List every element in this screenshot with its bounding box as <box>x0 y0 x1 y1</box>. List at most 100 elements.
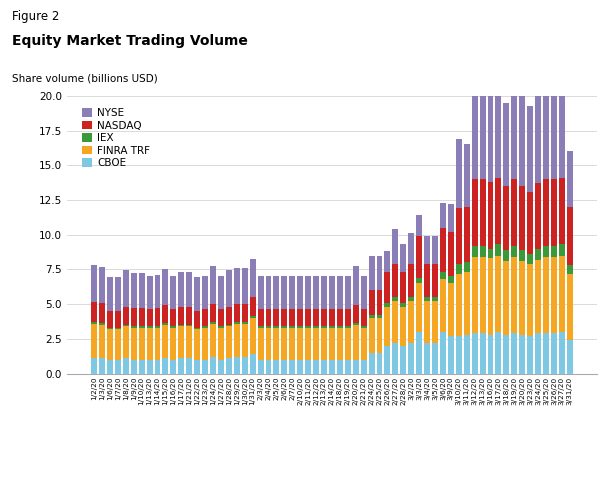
Bar <box>456 264 462 274</box>
Bar <box>463 335 470 374</box>
Bar <box>471 246 477 257</box>
Bar <box>384 251 390 272</box>
Bar <box>376 318 382 353</box>
Bar <box>186 272 192 307</box>
Bar <box>392 343 398 374</box>
Bar <box>392 229 398 264</box>
Bar <box>345 276 351 309</box>
Bar <box>408 301 414 343</box>
Bar <box>155 326 160 328</box>
Bar <box>519 96 525 186</box>
Bar <box>91 264 97 302</box>
Bar <box>512 179 517 246</box>
Bar <box>226 271 232 307</box>
Bar <box>432 264 438 297</box>
Bar <box>376 256 382 290</box>
Bar <box>479 75 485 179</box>
Bar <box>210 322 216 324</box>
Bar <box>297 326 303 328</box>
Bar <box>527 192 533 254</box>
Bar <box>527 105 533 192</box>
Bar <box>234 304 240 322</box>
Bar <box>313 360 319 374</box>
Bar <box>250 316 256 318</box>
Bar <box>218 360 224 374</box>
Bar <box>258 326 264 328</box>
Bar <box>535 183 541 249</box>
Bar <box>384 272 390 303</box>
Bar <box>210 357 216 374</box>
Bar <box>99 323 105 325</box>
Bar <box>463 207 470 262</box>
Bar <box>273 326 280 328</box>
Bar <box>107 328 113 329</box>
Bar <box>226 326 232 358</box>
Bar <box>424 343 430 374</box>
Bar <box>266 326 272 328</box>
Bar <box>463 272 470 335</box>
Bar <box>504 250 509 261</box>
Bar <box>297 276 303 309</box>
Bar <box>376 290 382 315</box>
Bar <box>139 273 144 308</box>
Bar <box>99 325 105 358</box>
Bar <box>368 315 375 318</box>
Bar <box>313 309 319 326</box>
Bar <box>250 297 256 316</box>
Bar <box>479 246 485 257</box>
Bar <box>273 309 280 326</box>
Bar <box>432 297 438 301</box>
Bar <box>131 328 136 360</box>
Bar <box>487 249 493 258</box>
Bar <box>155 308 160 326</box>
Bar <box>408 297 414 301</box>
Bar <box>416 236 422 278</box>
Bar <box>171 309 177 326</box>
Bar <box>416 332 422 374</box>
Bar <box>551 246 557 257</box>
Bar <box>218 328 224 360</box>
Bar <box>289 326 295 328</box>
Bar <box>329 276 335 309</box>
Bar <box>218 326 224 328</box>
Bar <box>250 354 256 374</box>
Bar <box>289 360 295 374</box>
Bar <box>289 309 295 326</box>
Bar <box>416 284 422 332</box>
Bar <box>432 236 438 264</box>
Bar <box>527 264 533 336</box>
Bar <box>337 328 343 360</box>
Bar <box>321 309 327 326</box>
Bar <box>123 307 128 325</box>
Bar <box>567 265 572 274</box>
Bar <box>289 328 295 360</box>
Bar <box>512 333 517 374</box>
Bar <box>115 329 121 360</box>
Bar <box>368 353 375 374</box>
Bar <box>496 244 501 256</box>
Bar <box>463 145 470 207</box>
Bar <box>487 64 493 182</box>
Bar <box>242 304 248 322</box>
Bar <box>567 274 572 340</box>
Bar <box>194 328 200 329</box>
Bar <box>210 266 216 304</box>
Bar <box>258 309 264 326</box>
Bar <box>512 79 517 179</box>
Bar <box>535 260 541 333</box>
Bar <box>408 264 414 297</box>
Bar <box>408 233 414 264</box>
Bar <box>123 358 128 374</box>
Bar <box>91 358 97 374</box>
Bar <box>171 276 177 309</box>
Bar <box>186 307 192 325</box>
Bar <box>353 305 359 323</box>
Bar <box>242 268 248 304</box>
Bar <box>313 276 319 309</box>
Bar <box>163 323 168 325</box>
Bar <box>559 178 565 244</box>
Bar <box>448 336 454 374</box>
Bar <box>297 328 303 360</box>
Bar <box>416 215 422 236</box>
Bar <box>567 340 572 374</box>
